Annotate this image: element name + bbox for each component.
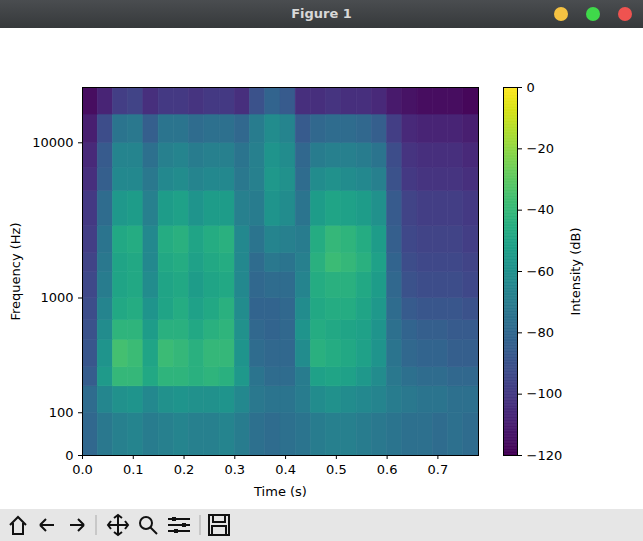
svg-text:0: 0 <box>527 80 535 95</box>
svg-text:0.4: 0.4 <box>275 462 296 477</box>
svg-text:−120: −120 <box>527 448 563 463</box>
svg-text:0.5: 0.5 <box>326 462 347 477</box>
svg-text:100: 100 <box>49 405 74 420</box>
svg-text:0.2: 0.2 <box>174 462 195 477</box>
svg-text:0.0: 0.0 <box>72 462 93 477</box>
svg-text:−60: −60 <box>527 264 554 279</box>
svg-text:0: 0 <box>65 448 73 463</box>
svg-text:0.6: 0.6 <box>377 462 398 477</box>
svg-text:−80: −80 <box>527 325 554 340</box>
html-text:Figure 1: Figure 1 <box>291 6 352 21</box>
svg-text:−40: −40 <box>527 202 554 217</box>
svg-text:Frequency (Hz): Frequency (Hz) <box>8 222 23 320</box>
svg-text:1000: 1000 <box>40 290 73 305</box>
svg-text:Intensity (dB): Intensity (dB) <box>568 227 583 315</box>
svg-text:10000: 10000 <box>32 135 73 150</box>
svg-text:−20: −20 <box>527 141 554 156</box>
svg-text:0.3: 0.3 <box>224 462 245 477</box>
svg-text:0.7: 0.7 <box>428 462 449 477</box>
svg-text:−100: −100 <box>527 386 563 401</box>
svg-text:0.1: 0.1 <box>123 462 144 477</box>
svg-text:Time (s): Time (s) <box>253 484 307 499</box>
